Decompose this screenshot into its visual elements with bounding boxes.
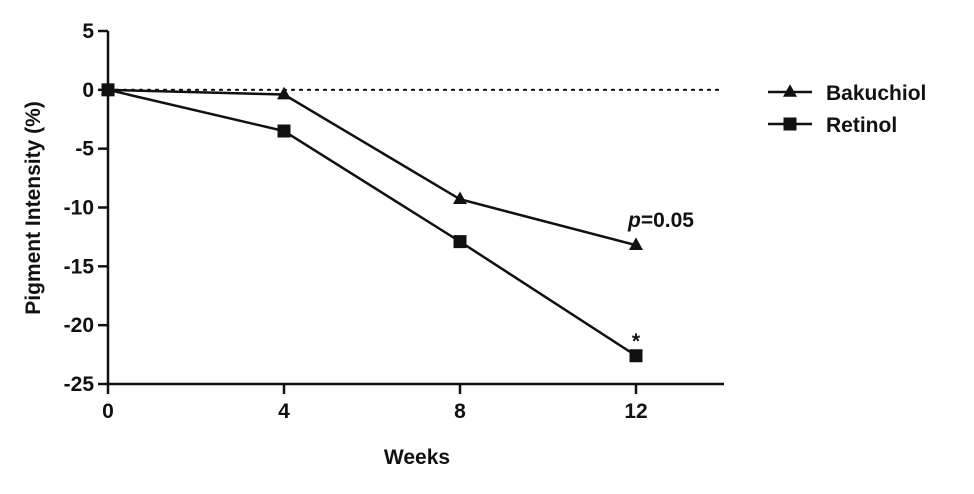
legend-retinol-marker — [783, 117, 797, 131]
x-tick-label: 4 — [278, 400, 290, 423]
retinol-data-point — [277, 124, 291, 138]
y-tick-label: -5 — [75, 138, 94, 161]
annotations-group: p=0.05 * — [627, 209, 694, 353]
significance-asterisk: * — [632, 330, 641, 353]
y-tick-label: -10 — [64, 197, 94, 220]
series-group — [101, 82, 643, 363]
legend-bakuchiol-label: Bakuchiol — [826, 82, 926, 105]
x-tick-label: 0 — [102, 400, 114, 423]
legend-retinol-label: Retinol — [826, 114, 897, 137]
y-tick-label: -25 — [64, 373, 95, 396]
y-tick-label: 0 — [82, 79, 94, 102]
x-tick-label: 12 — [624, 400, 647, 423]
retinol-data-point — [629, 349, 643, 363]
bakuchiol-data-point — [453, 191, 467, 205]
bakuchiol-series-line — [107, 88, 637, 247]
y-axis-title: Pigment Intensity (%) — [22, 101, 45, 315]
x-axis-title: Weeks — [384, 446, 450, 469]
bakuchiol-data-point — [277, 86, 291, 100]
bakuchiol-data-point — [629, 237, 643, 250]
y-tick-label: -20 — [64, 314, 94, 337]
retinol-series-line — [107, 88, 637, 357]
p-value-annotation: p=0.05 — [627, 209, 694, 232]
y-tick-label: 5 — [82, 20, 94, 43]
legend: Bakuchiol Retinol — [768, 82, 926, 137]
x-tick-label: 8 — [454, 400, 466, 423]
retinol-data-point — [101, 83, 115, 97]
axes: 5 0 -5 -10 -15 -20 -25 0 4 8 12 — [64, 20, 724, 423]
legend-bakuchiol-marker — [783, 84, 797, 97]
y-tick-label: -15 — [64, 255, 95, 278]
retinol-data-point — [453, 235, 467, 249]
